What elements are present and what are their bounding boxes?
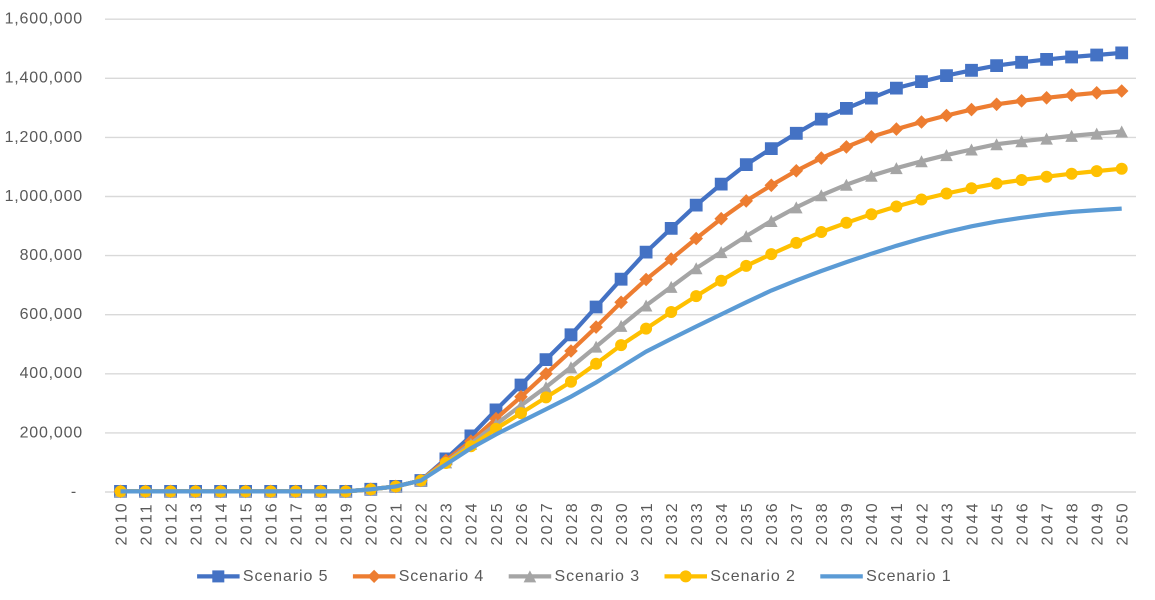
svg-text:1,400,000: 1,400,000 [5, 70, 83, 87]
svg-text:2025: 2025 [489, 501, 506, 545]
svg-text:2010: 2010 [113, 501, 130, 545]
svg-text:2043: 2043 [939, 501, 956, 545]
svg-text:2019: 2019 [339, 501, 356, 545]
svg-text:Scenario 2: Scenario 2 [710, 568, 796, 585]
svg-text:2037: 2037 [789, 501, 806, 545]
svg-text:2024: 2024 [464, 501, 481, 545]
svg-text:-: - [71, 483, 77, 500]
svg-text:2036: 2036 [764, 501, 781, 545]
svg-text:Scenario 1: Scenario 1 [866, 568, 952, 585]
svg-text:2049: 2049 [1090, 501, 1107, 545]
svg-text:2021: 2021 [389, 501, 406, 545]
svg-text:2039: 2039 [839, 501, 856, 545]
svg-text:2034: 2034 [714, 501, 731, 545]
svg-text:2016: 2016 [264, 501, 281, 545]
svg-text:2032: 2032 [664, 501, 681, 545]
svg-text:2035: 2035 [739, 501, 756, 545]
svg-text:2046: 2046 [1014, 501, 1031, 545]
svg-text:2031: 2031 [639, 501, 656, 545]
svg-text:200,000: 200,000 [20, 424, 83, 441]
svg-text:2028: 2028 [564, 501, 581, 545]
svg-text:400,000: 400,000 [20, 365, 83, 382]
svg-text:2033: 2033 [689, 501, 706, 545]
svg-text:2013: 2013 [188, 501, 205, 545]
svg-text:2045: 2045 [989, 501, 1006, 545]
svg-text:Scenario 5: Scenario 5 [243, 568, 329, 585]
svg-text:2047: 2047 [1039, 501, 1056, 545]
svg-text:1,600,000: 1,600,000 [5, 11, 83, 28]
svg-text:2018: 2018 [314, 501, 331, 545]
svg-text:2014: 2014 [213, 501, 230, 545]
svg-text:2020: 2020 [364, 501, 381, 545]
svg-text:2038: 2038 [814, 501, 831, 545]
svg-text:2041: 2041 [889, 501, 906, 545]
svg-text:Scenario 4: Scenario 4 [399, 568, 485, 585]
svg-text:2044: 2044 [964, 501, 981, 545]
svg-text:2042: 2042 [914, 501, 931, 545]
svg-text:2012: 2012 [163, 501, 180, 545]
svg-text:800,000: 800,000 [20, 247, 83, 264]
svg-text:2050: 2050 [1115, 501, 1132, 545]
svg-text:1,000,000: 1,000,000 [5, 188, 83, 205]
svg-text:2029: 2029 [589, 501, 606, 545]
svg-text:2023: 2023 [439, 501, 456, 545]
svg-text:600,000: 600,000 [20, 306, 83, 323]
svg-text:2030: 2030 [614, 501, 631, 545]
svg-text:2040: 2040 [864, 501, 881, 545]
svg-text:1,200,000: 1,200,000 [5, 129, 83, 146]
svg-text:2022: 2022 [414, 501, 431, 545]
svg-text:2011: 2011 [138, 502, 155, 545]
svg-text:2015: 2015 [239, 501, 256, 545]
svg-text:2026: 2026 [514, 501, 531, 545]
svg-text:2048: 2048 [1064, 501, 1081, 545]
svg-text:Scenario 3: Scenario 3 [555, 568, 641, 585]
svg-text:2027: 2027 [539, 501, 556, 545]
svg-text:2017: 2017 [289, 501, 306, 545]
